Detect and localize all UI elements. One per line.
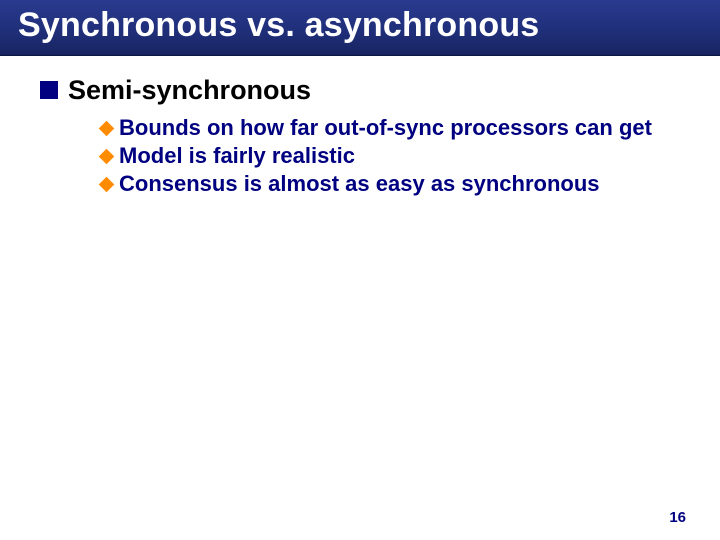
diamond-bullet-icon <box>100 150 113 163</box>
lvl1-text: Semi-synchronous <box>68 74 311 108</box>
list-item: Model is fairly realistic <box>100 142 692 170</box>
diamond-bullet-icon <box>100 178 113 191</box>
slide-title: Synchronous vs. asynchronous <box>18 6 702 45</box>
diamond-inner <box>99 120 115 136</box>
square-bullet-icon <box>40 81 58 99</box>
slide-body: Semi-synchronous Bounds on how far out-o… <box>0 56 720 540</box>
slide: Synchronous vs. asynchronous Semi-synchr… <box>0 0 720 540</box>
page-number: 16 <box>669 509 686 526</box>
diamond-bullet-icon <box>100 122 113 135</box>
list-item: Bounds on how far out-of-sync processors… <box>100 114 692 142</box>
list-item: Semi-synchronous <box>40 74 692 108</box>
lvl2-text: Bounds on how far out-of-sync processors… <box>119 114 652 142</box>
lvl2-text: Consensus is almost as easy as synchrono… <box>119 170 600 198</box>
diamond-inner <box>99 149 115 165</box>
lvl2-text: Model is fairly realistic <box>119 142 355 170</box>
title-bar: Synchronous vs. asynchronous <box>0 0 720 56</box>
lvl2-list: Bounds on how far out-of-sync processors… <box>100 114 692 198</box>
diamond-inner <box>99 177 115 193</box>
list-item: Consensus is almost as easy as synchrono… <box>100 170 692 198</box>
